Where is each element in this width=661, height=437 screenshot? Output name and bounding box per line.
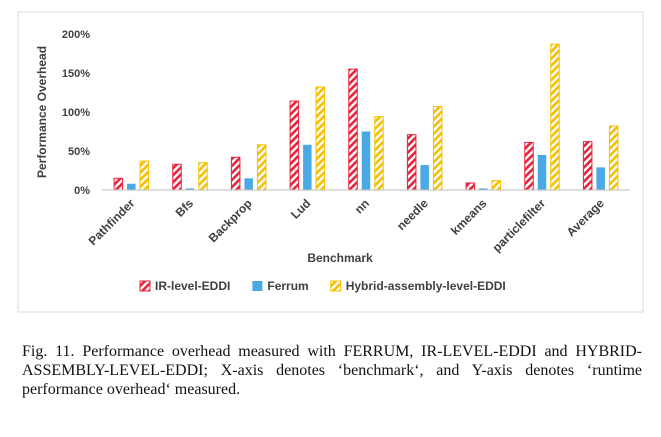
bar-ferrum: [479, 188, 488, 190]
x-tick-label: particlefilter: [490, 196, 549, 255]
legend: IR-level-EDDI Ferrum Hybrid-assembly-level…: [139, 279, 506, 293]
legend-swatch: [139, 280, 151, 292]
y-tick-label: 150%: [62, 68, 90, 80]
bar-ir-level-eddi: [172, 163, 182, 191]
legend-label: IR-level-EDDI: [155, 279, 230, 293]
bar-ferrum: [537, 154, 547, 190]
bar-hybrid-assembly-level-eddi: [550, 43, 560, 191]
legend-label: Ferrum: [267, 279, 308, 293]
bar-hybrid-assembly-level-eddi: [432, 106, 443, 191]
bar-ir-level-eddi: [230, 156, 241, 191]
bar-ferrum: [244, 178, 253, 190]
x-tick-label: nn: [352, 196, 372, 216]
bar-ferrum: [185, 188, 195, 190]
x-axis-title: Benchmark: [307, 251, 373, 265]
bar-ir-level-eddi: [465, 182, 476, 191]
bar-hybrid-assembly-level-eddi: [198, 162, 208, 191]
bar-ferrum: [420, 165, 429, 190]
bar-ir-level-eddi: [348, 68, 358, 191]
bar-ferrum: [303, 144, 312, 190]
x-tick-label: Pathfinder: [86, 196, 138, 248]
x-tick-label: Bfs: [173, 196, 197, 220]
bar-hybrid-assembly-level-eddi: [315, 86, 326, 191]
legend-swatch: [330, 280, 342, 292]
x-tick-label: Average: [564, 196, 607, 239]
x-tick-label: kmeans: [448, 196, 490, 238]
bar-ferrum: [361, 131, 371, 190]
y-tick-label: 200%: [62, 29, 90, 41]
bar-ir-level-eddi: [406, 134, 417, 191]
bar-hybrid-assembly-level-eddi: [256, 144, 267, 191]
y-tick-label: 50%: [68, 146, 90, 158]
x-tick-label: needle: [394, 196, 431, 233]
bar-ferrum: [127, 183, 136, 190]
legend-label: Hybrid-assembly-level-EDDI: [346, 279, 506, 293]
bar-hybrid-assembly-level-eddi: [374, 116, 384, 191]
bar-ir-level-eddi: [113, 177, 124, 191]
bar-ir-level-eddi: [289, 100, 300, 191]
y-tick-label: 100%: [62, 107, 90, 119]
bar-hybrid-assembly-level-eddi: [491, 180, 502, 191]
bar-chart: 0% 50% 100% 150% 200% Pathfinder Bfs Backprop L…: [17, 11, 644, 313]
bar-ferrum: [596, 167, 605, 190]
figure-caption: Fig. 11. Performance overhead measured w…: [22, 343, 642, 398]
y-tick-label: 0%: [74, 185, 90, 197]
chart-frame: [17, 11, 644, 313]
x-tick-label: Lud: [288, 196, 313, 221]
x-tick-label: Backprop: [206, 196, 255, 245]
bar-hybrid-assembly-level-eddi: [608, 125, 619, 191]
bar-ir-level-eddi: [524, 141, 534, 191]
legend-swatch: [252, 281, 263, 291]
bar-ir-level-eddi: [582, 141, 593, 191]
y-axis-title: Performance Overhead: [35, 46, 49, 178]
bar-hybrid-assembly-level-eddi: [139, 160, 150, 191]
